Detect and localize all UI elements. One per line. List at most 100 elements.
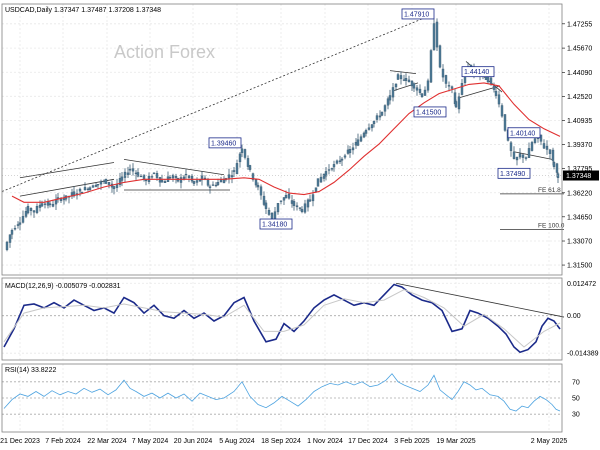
candle-body bbox=[298, 207, 302, 209]
candle-body bbox=[134, 172, 138, 174]
candle-body bbox=[500, 105, 504, 117]
long-dotted-trendline bbox=[1, 13, 435, 192]
candle-body bbox=[518, 153, 522, 158]
y-tick-label: 1.34650 bbox=[567, 214, 592, 221]
candle-body bbox=[120, 176, 124, 181]
candle-body bbox=[99, 181, 103, 185]
candle-body bbox=[545, 145, 549, 150]
candle-body bbox=[35, 206, 39, 213]
rsi-panel-frame bbox=[1, 363, 563, 433]
candle-body bbox=[412, 83, 416, 89]
candle-body bbox=[230, 175, 234, 178]
candle-body bbox=[348, 149, 352, 154]
candle-body bbox=[338, 160, 342, 163]
candle-body bbox=[5, 241, 9, 250]
candle-body bbox=[276, 203, 280, 213]
swing-label-box bbox=[208, 137, 242, 149]
candle-body bbox=[426, 80, 430, 91]
candle-body bbox=[160, 180, 164, 183]
candle-body bbox=[380, 111, 384, 116]
candle-body bbox=[174, 175, 178, 178]
candle-body bbox=[184, 173, 188, 176]
candle-body bbox=[460, 83, 464, 95]
candle-body bbox=[48, 203, 52, 206]
x-tick-label: 2 May 2025 bbox=[531, 438, 568, 445]
candle-body bbox=[150, 176, 154, 178]
swing-label-box bbox=[461, 66, 495, 78]
candle-body bbox=[394, 83, 398, 88]
candle-body bbox=[13, 228, 17, 230]
candle-body bbox=[214, 184, 218, 187]
candle-body bbox=[267, 210, 271, 215]
candle-body bbox=[404, 78, 408, 81]
candle-body bbox=[251, 173, 255, 180]
candle-body bbox=[18, 222, 22, 225]
macd-tick-label: 0.012472 bbox=[567, 281, 596, 288]
candle-body bbox=[29, 207, 33, 211]
x-tick-label: 19 Mar 2025 bbox=[436, 438, 475, 445]
candle-body bbox=[322, 173, 326, 179]
candle-body bbox=[259, 186, 263, 196]
candle-body bbox=[391, 87, 395, 98]
candle-body bbox=[206, 179, 210, 186]
candle-body bbox=[370, 124, 374, 129]
swing-label: 1.40140 bbox=[510, 130, 535, 137]
candle-body bbox=[200, 175, 204, 181]
candle-body bbox=[163, 181, 167, 184]
candle-body bbox=[238, 153, 242, 163]
candle-body bbox=[208, 186, 212, 188]
y-tick-label: 1.33070 bbox=[567, 239, 592, 246]
x-tick-label: 1 Nov 2024 bbox=[307, 438, 343, 445]
chart-overlay: 1.47910 1.39460 1.34180 1.41500 1.44140 1.401… bbox=[2, 8, 599, 412]
candle-body bbox=[292, 201, 296, 206]
x-tick-label: 7 May 2024 bbox=[132, 438, 169, 445]
candle-body bbox=[107, 182, 111, 185]
y-tick-label: 1.36220 bbox=[567, 190, 592, 197]
candle-body bbox=[115, 184, 119, 188]
swing-label: 1.41500 bbox=[416, 109, 441, 116]
candle-body bbox=[88, 187, 92, 190]
candle-body bbox=[171, 174, 175, 179]
candle-body bbox=[364, 130, 368, 134]
candle-body bbox=[112, 186, 116, 190]
candle-body bbox=[330, 168, 334, 170]
candle-body bbox=[300, 209, 304, 213]
candle-body bbox=[497, 94, 501, 105]
candle-body bbox=[494, 90, 498, 96]
fib-label: FE 61.8 bbox=[538, 187, 561, 194]
candle-body bbox=[444, 75, 448, 84]
candle-body bbox=[555, 163, 559, 173]
swing-label-box bbox=[507, 127, 541, 139]
candle-body bbox=[308, 199, 312, 202]
candle-body bbox=[492, 85, 496, 90]
candle-body bbox=[454, 101, 458, 108]
macd-tick-label: 0.00 bbox=[567, 313, 581, 320]
candle-body bbox=[356, 139, 360, 146]
candle-body bbox=[139, 175, 143, 178]
candle-body bbox=[51, 204, 55, 207]
candle-body bbox=[290, 200, 294, 204]
candle-body bbox=[232, 170, 236, 172]
candle-body bbox=[219, 179, 223, 183]
candle-body bbox=[24, 211, 28, 217]
y-tick-label: 1.37795 bbox=[567, 166, 592, 173]
macd-title: MACD(12,26,9) -0.005079 -0.002831 bbox=[5, 283, 121, 290]
candle-body bbox=[248, 165, 252, 170]
candle-body bbox=[104, 178, 108, 184]
x-tick-label: 3 Feb 2025 bbox=[394, 438, 430, 445]
candle-body bbox=[340, 158, 344, 161]
candle-body bbox=[375, 115, 379, 120]
candle-body bbox=[262, 195, 266, 205]
flag-upper-line bbox=[389, 70, 417, 75]
candle-body bbox=[187, 175, 191, 178]
candle-body bbox=[354, 141, 358, 146]
candle-body bbox=[489, 77, 493, 84]
watermark-text: Action Forex bbox=[114, 42, 215, 62]
swing-label: 1.39460 bbox=[211, 140, 236, 147]
x-tick-label: 21 Dec 2023 bbox=[0, 438, 40, 445]
candle-body bbox=[144, 179, 148, 182]
candle-body bbox=[246, 158, 250, 167]
candle-body bbox=[306, 199, 310, 208]
candle-body bbox=[503, 114, 507, 131]
